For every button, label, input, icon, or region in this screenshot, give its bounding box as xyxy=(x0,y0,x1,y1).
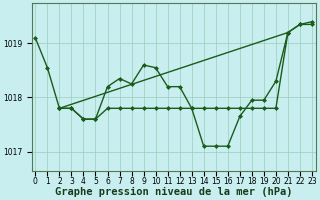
X-axis label: Graphe pression niveau de la mer (hPa): Graphe pression niveau de la mer (hPa) xyxy=(55,187,292,197)
